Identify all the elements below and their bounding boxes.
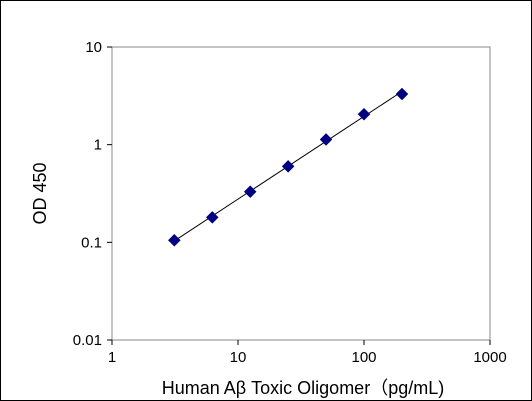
x-tick-label: 1000 (473, 349, 506, 366)
data-point (357, 107, 371, 121)
data-point (281, 159, 295, 173)
y-tick-label: 0.1 (81, 234, 102, 251)
y-tick-labels: 0.01 0.1 1 10 (73, 39, 102, 349)
data-point (167, 233, 181, 247)
y-axis-title: OD 450 (30, 162, 50, 224)
data-point (395, 87, 409, 101)
data-point (205, 211, 219, 224)
plot-area-frame (111, 46, 491, 341)
data-points-layer (167, 87, 409, 247)
y-tick-label: 0.01 (73, 332, 102, 349)
y-tick-label: 10 (85, 39, 102, 56)
x-tick-label: 100 (351, 349, 376, 366)
y-tick-label: 1 (94, 137, 102, 154)
x-tick-label: 10 (230, 349, 247, 366)
data-point (243, 185, 257, 199)
x-tick-labels: 1 10 100 1000 (108, 349, 507, 366)
axis-ticks (107, 46, 491, 345)
data-point (319, 133, 333, 146)
x-axis-title: Human Aβ Toxic Oligomer（pg/mL) (162, 378, 444, 398)
x-tick-label: 1 (108, 349, 116, 366)
